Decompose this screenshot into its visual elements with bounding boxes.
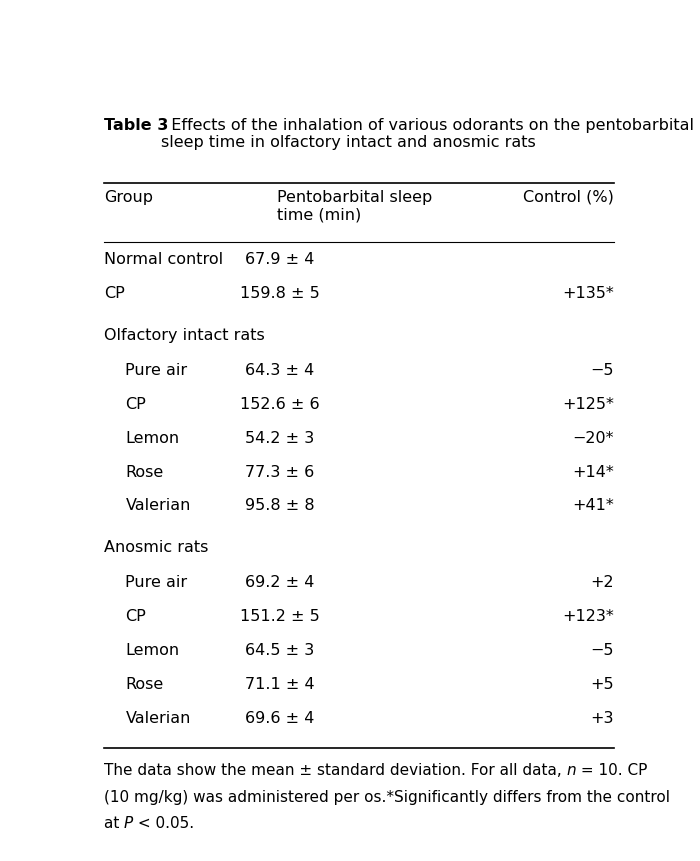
Text: +2: +2 [590,574,614,590]
Text: +125*: +125* [562,396,614,412]
Text: P: P [124,815,133,830]
Text: < 0.05.: < 0.05. [133,815,195,830]
Text: 151.2 ± 5: 151.2 ± 5 [240,609,320,623]
Text: +5: +5 [590,676,614,691]
Text: 77.3 ± 6: 77.3 ± 6 [246,464,315,479]
Text: 67.9 ± 4: 67.9 ± 4 [246,251,315,267]
Text: (10 mg/kg) was administered per os.*Significantly differs from the control: (10 mg/kg) was administered per os.*Sign… [104,789,670,804]
Text: Control (%): Control (%) [523,189,614,205]
Text: Anosmic rats: Anosmic rats [104,540,208,554]
Text: Olfactory intact rats: Olfactory intact rats [104,327,265,343]
Text: +3: +3 [590,710,614,725]
Text: CP: CP [125,396,146,412]
Text: Lemon: Lemon [125,642,180,657]
Text: CP: CP [125,609,146,623]
Text: 152.6 ± 6: 152.6 ± 6 [240,396,320,412]
Text: The data show the mean ± standard deviation. For all data,: The data show the mean ± standard deviat… [104,762,566,777]
Text: −5: −5 [590,362,614,377]
Text: 69.6 ± 4: 69.6 ± 4 [246,710,315,725]
Text: 64.3 ± 4: 64.3 ± 4 [246,362,315,377]
Text: +14*: +14* [572,464,614,479]
Text: at: at [104,815,124,830]
Text: = 10. CP: = 10. CP [576,762,648,777]
Text: +123*: +123* [562,609,614,623]
Text: CP: CP [104,286,125,300]
Text: Pure air: Pure air [125,362,188,377]
Text: 95.8 ± 8: 95.8 ± 8 [245,498,315,513]
Text: 64.5 ± 3: 64.5 ± 3 [246,642,315,657]
Text: +41*: +41* [572,498,614,513]
Text: Effects of the inhalation of various odorants on the pentobarbital
sleep time in: Effects of the inhalation of various odo… [161,118,694,151]
Text: −20*: −20* [572,430,614,445]
Text: Pentobarbital sleep
time (min): Pentobarbital sleep time (min) [277,189,433,222]
Text: Group: Group [104,189,153,205]
Text: Pure air: Pure air [125,574,188,590]
Text: Rose: Rose [125,464,164,479]
Text: 69.2 ± 4: 69.2 ± 4 [246,574,315,590]
Text: +135*: +135* [562,286,614,300]
Text: n: n [566,762,576,777]
Text: −5: −5 [590,642,614,657]
Text: 71.1 ± 4: 71.1 ± 4 [245,676,315,691]
Text: 54.2 ± 3: 54.2 ± 3 [246,430,315,445]
Text: Normal control: Normal control [104,251,223,267]
Text: 159.8 ± 5: 159.8 ± 5 [240,286,320,300]
Text: Table 3: Table 3 [104,118,168,133]
Text: Valerian: Valerian [125,710,191,725]
Text: Lemon: Lemon [125,430,180,445]
Text: Rose: Rose [125,676,164,691]
Text: Valerian: Valerian [125,498,191,513]
